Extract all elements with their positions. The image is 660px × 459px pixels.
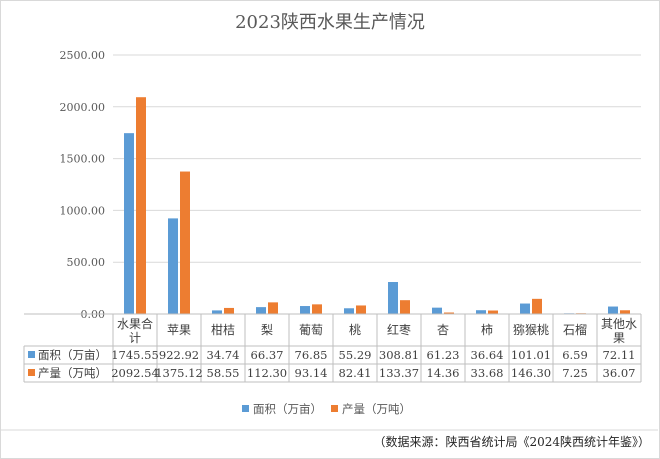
y-tick-label: 1000.00 (60, 204, 106, 217)
table-value: 61.23 (427, 348, 460, 362)
y-tick-label: 500.00 (67, 256, 106, 269)
bar-area (212, 310, 222, 314)
category-label: 果 (613, 331, 625, 345)
table-value: 76.85 (295, 348, 328, 362)
bar-area (608, 306, 618, 314)
bar-area (168, 218, 178, 314)
bar-output (620, 310, 630, 314)
bar-output (268, 302, 278, 314)
category-label: 猕猴桃 (513, 322, 549, 337)
bar-output (400, 300, 410, 314)
category-label: 柑桔 (211, 322, 235, 337)
table-value: 6.59 (562, 348, 588, 362)
bar-output (224, 307, 234, 314)
bar-area (300, 306, 310, 314)
bar-area (388, 282, 398, 314)
table-value: 922.92 (159, 348, 199, 362)
legend-swatch (242, 405, 249, 412)
y-tick-label: 1500.00 (60, 153, 106, 166)
row-header: 产量（万吨） (38, 366, 107, 380)
bar-area (344, 308, 354, 314)
table-value: 72.11 (603, 348, 636, 362)
bar-area (124, 133, 134, 314)
table-value: 34.74 (207, 348, 240, 362)
category-label: 杏 (437, 323, 449, 337)
category-label: 水果合 (117, 316, 153, 331)
category-label: 苹果 (167, 323, 191, 337)
legend-swatch (331, 405, 338, 412)
row-header: 面积（万亩） (38, 348, 107, 362)
table-value: 146.30 (511, 366, 551, 380)
table-value: 1375.12 (155, 366, 203, 380)
bar-area (520, 303, 530, 314)
bar-output (488, 310, 498, 314)
bar-area (256, 307, 266, 314)
bar-output (356, 305, 366, 314)
y-tick-label: 2000.00 (60, 101, 106, 114)
table-value: 58.55 (207, 366, 240, 380)
row-swatch (28, 351, 35, 358)
table-value: 308.81 (379, 348, 419, 362)
source-note: （数据来源：陕西省统计局《2024陕西统计年鉴》） (373, 435, 650, 449)
category-label: 桃 (349, 322, 361, 337)
table-value: 1745.55 (111, 348, 159, 362)
category-label: 其他水 (601, 317, 637, 331)
bar-output (312, 304, 322, 314)
table-value: 133.37 (379, 366, 419, 380)
bar-output (532, 298, 542, 314)
row-swatch (28, 369, 35, 376)
table-value: 36.64 (471, 348, 504, 362)
table-value: 55.29 (339, 348, 372, 362)
y-tick-label: 2500.00 (60, 49, 106, 62)
table-value: 2092.54 (111, 366, 159, 380)
table-value: 14.36 (427, 366, 460, 380)
category-label: 红枣 (387, 322, 411, 337)
table-value: 101.01 (511, 348, 551, 362)
bar-output (136, 97, 146, 314)
category-label: 梨 (261, 323, 273, 337)
legend-label: 产量（万吨） (342, 402, 411, 416)
bar-output (444, 312, 454, 314)
table-value: 66.37 (251, 348, 284, 362)
table-value: 7.25 (562, 366, 588, 380)
table-value: 93.14 (295, 366, 328, 380)
category-label: 柿 (481, 322, 493, 337)
category-label: 葡萄 (299, 323, 323, 337)
chart-title: 2023陕西水果生产情况 (235, 12, 425, 33)
bar-area (476, 310, 486, 314)
bar-output (180, 171, 190, 314)
legend-label: 面积（万亩） (253, 402, 322, 416)
table-value: 112.30 (247, 366, 287, 380)
table-value: 82.41 (339, 366, 372, 380)
table-value: 36.07 (603, 366, 636, 380)
category-label: 石榴 (563, 323, 587, 337)
bar-area (432, 307, 442, 314)
table-value: 33.68 (471, 366, 504, 380)
category-label: 计 (129, 331, 141, 345)
